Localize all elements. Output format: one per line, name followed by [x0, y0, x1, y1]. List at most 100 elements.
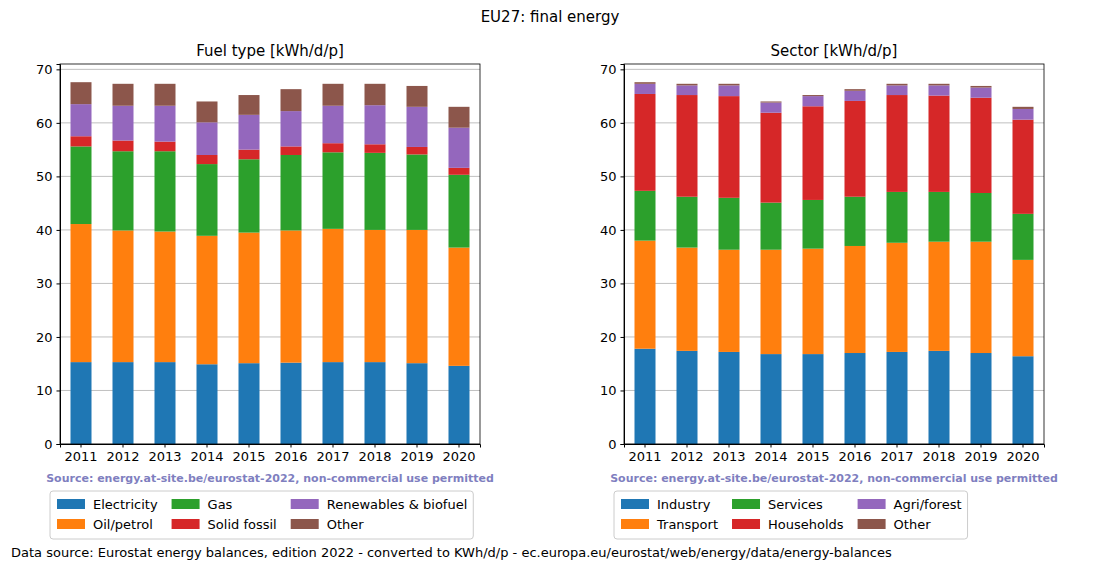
bar — [71, 104, 92, 136]
tick-group: 2013 — [712, 444, 745, 464]
plot-frame — [624, 64, 1044, 444]
tick-label: 30 — [36, 276, 53, 291]
tick-group: 10 — [36, 383, 60, 398]
tick — [813, 444, 814, 448]
tick — [165, 444, 166, 448]
series — [71, 104, 470, 168]
bar — [887, 85, 908, 95]
bar — [677, 84, 698, 86]
legend-swatch — [858, 499, 886, 509]
bar — [971, 242, 992, 353]
axis-line — [61, 445, 481, 448]
bar — [197, 164, 218, 236]
tick-label: 50 — [36, 169, 53, 184]
bar — [197, 155, 218, 164]
tick-label: 2013 — [148, 449, 181, 464]
bar — [887, 192, 908, 243]
bar — [281, 89, 302, 111]
tick-label: 20 — [600, 330, 617, 345]
chart: 0102030405060702011201220132014201520162… — [36, 42, 494, 539]
tick — [459, 444, 460, 448]
legend-frame — [50, 491, 473, 539]
bar — [71, 136, 92, 146]
bar — [449, 168, 470, 175]
bar — [845, 101, 866, 197]
bar — [1013, 107, 1034, 109]
tick-label: 60 — [600, 116, 617, 131]
legend-swatch — [172, 499, 200, 509]
legend-swatch — [57, 519, 85, 529]
axis-line — [57, 65, 61, 445]
series — [635, 191, 1034, 260]
bar — [71, 146, 92, 224]
bar — [677, 95, 698, 197]
bar — [407, 154, 428, 229]
tick — [207, 444, 208, 448]
bar — [449, 366, 470, 444]
tick-group: 20 — [600, 330, 624, 345]
tick-label: 2017 — [316, 449, 349, 464]
tick — [57, 69, 61, 70]
legend-swatch — [172, 519, 200, 529]
tick-group: 2016 — [838, 444, 871, 464]
bar — [155, 84, 176, 106]
tick — [249, 444, 250, 448]
series — [71, 82, 470, 127]
bar — [113, 106, 134, 141]
legend-label: Other — [894, 517, 932, 532]
legend-swatch — [621, 499, 649, 509]
bar — [197, 101, 218, 122]
axis-line — [625, 445, 1045, 448]
bar — [113, 362, 134, 444]
annotation: Source: energy.at-site.be/eurostat-2022,… — [46, 472, 494, 485]
legend-label: Services — [768, 497, 823, 512]
tick — [621, 337, 625, 338]
tick — [621, 283, 625, 284]
bar — [155, 151, 176, 231]
bar — [803, 354, 824, 444]
series — [635, 82, 1034, 109]
bar — [449, 128, 470, 168]
figure-title: EU27: final energy — [481, 8, 620, 26]
bar — [1013, 109, 1034, 120]
series — [635, 94, 1034, 214]
bar — [323, 229, 344, 362]
bar — [845, 91, 866, 101]
chart-title: Fuel type [kWh/d/p] — [196, 42, 344, 60]
bar — [635, 84, 656, 94]
bar — [887, 352, 908, 444]
bar — [365, 84, 386, 105]
tick-label: 0 — [44, 437, 52, 452]
bar — [197, 364, 218, 444]
tick-label: 2020 — [1006, 449, 1039, 464]
tick-group: 30 — [600, 276, 624, 291]
tick-group: 2012 — [670, 444, 703, 464]
tick — [855, 444, 856, 448]
legend-label: Renewables & biofuel — [327, 497, 468, 512]
series — [635, 349, 1034, 444]
bar — [1013, 120, 1034, 214]
legend-swatch — [291, 499, 319, 509]
tick-label: 2012 — [106, 449, 139, 464]
series — [71, 146, 470, 247]
legend-label: Gas — [208, 497, 233, 512]
tick-label: 2019 — [964, 449, 997, 464]
tick-label: 70 — [36, 62, 53, 77]
bar — [281, 111, 302, 146]
tick — [291, 444, 292, 448]
tick-group: 2020 — [1006, 444, 1039, 464]
tick — [417, 444, 418, 448]
bar — [719, 96, 740, 198]
tick-label: 2012 — [670, 449, 703, 464]
tick — [57, 283, 61, 284]
tick-group: 2014 — [754, 444, 787, 464]
tick-label: 2011 — [64, 449, 97, 464]
tick-group: 2017 — [880, 444, 913, 464]
bar — [803, 106, 824, 200]
bars — [635, 82, 1034, 444]
bar — [323, 362, 344, 444]
bar — [113, 230, 134, 362]
bar — [323, 152, 344, 229]
bar — [323, 143, 344, 152]
bar — [803, 95, 824, 96]
